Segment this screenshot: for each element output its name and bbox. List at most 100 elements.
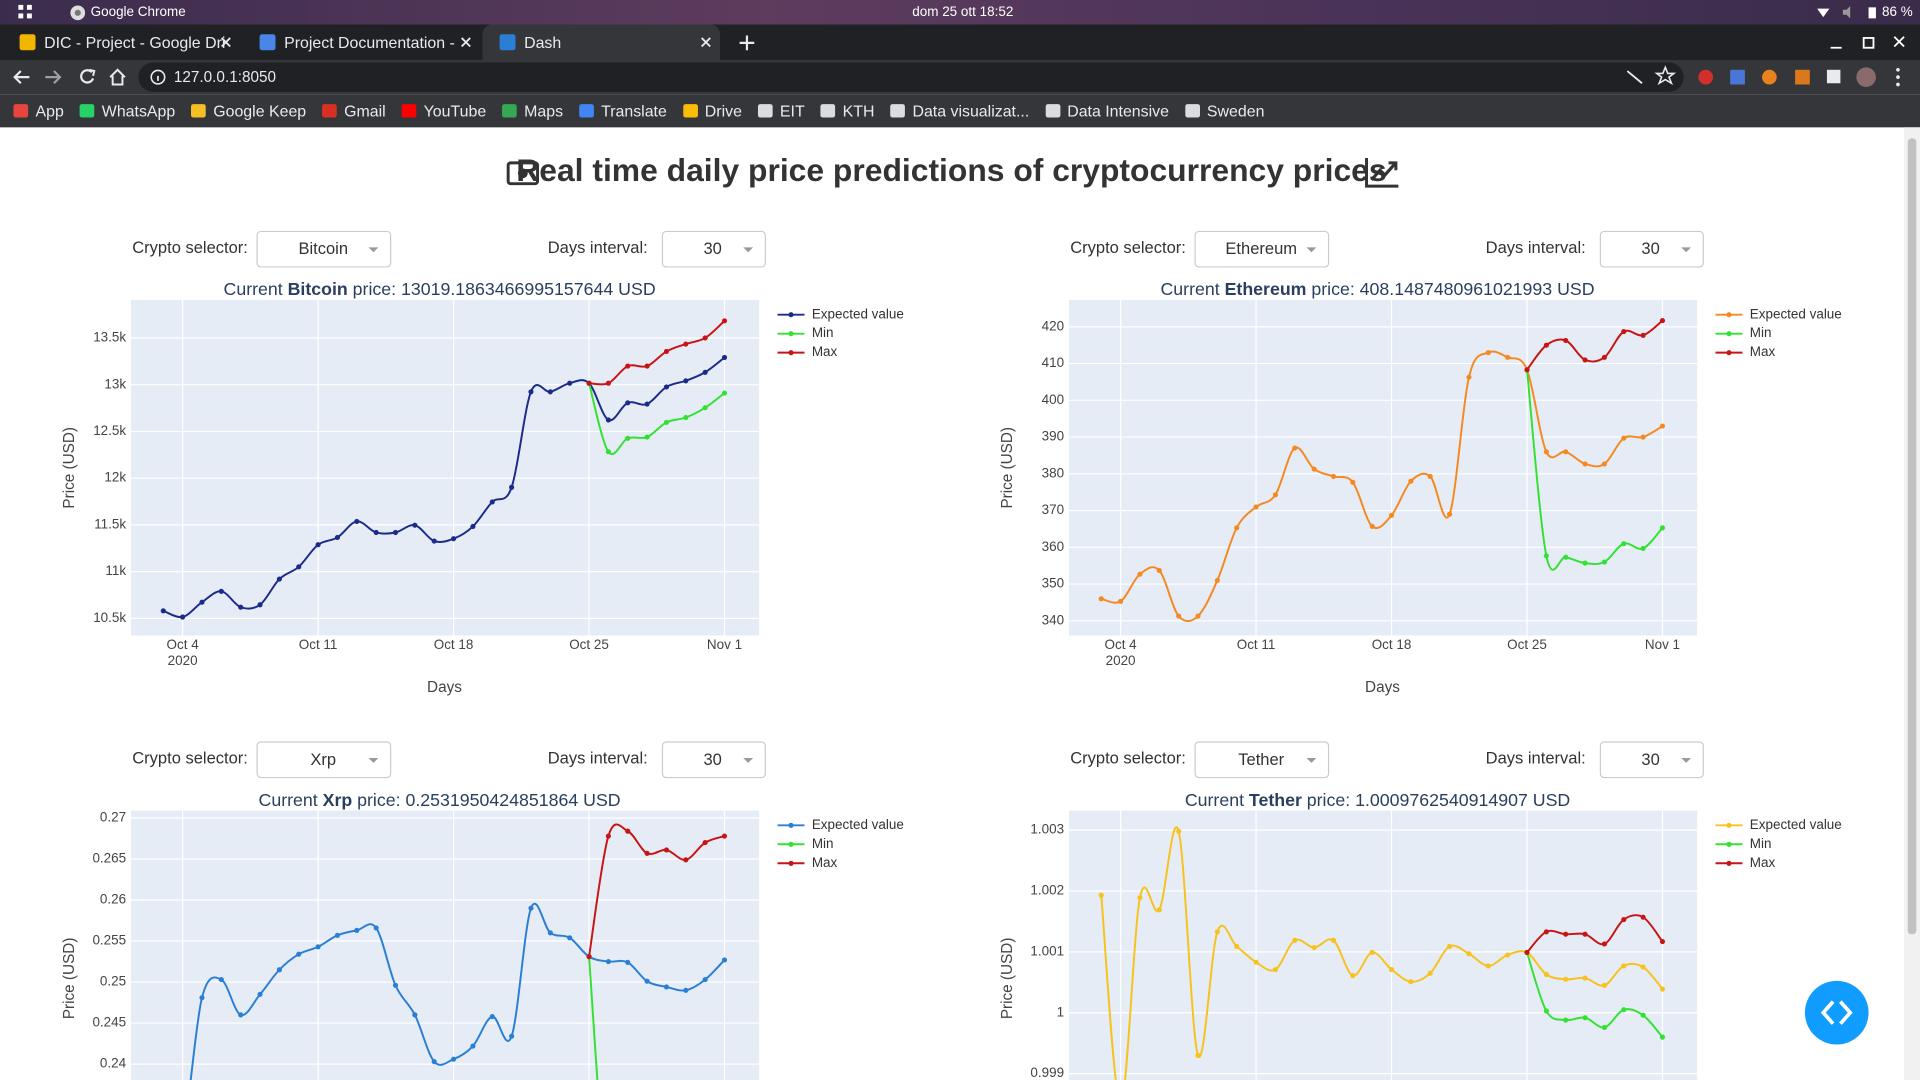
bookmark[interactable]: App [13,102,64,120]
bookmark[interactable]: EIT [757,102,805,120]
series-marker [1659,1034,1666,1040]
url: 127.0.0.1:8050 [173,68,277,86]
scrollbar-thumb[interactable] [1907,138,1917,935]
bookmark-label: YouTube [423,101,487,120]
tab[interactable]: DIC - Project - Google Dri [2,24,240,60]
series-marker [644,401,650,407]
nav-buttons[interactable] [0,60,135,94]
series-marker [354,927,360,933]
bookmark[interactable]: Data visualizat... [890,102,1029,120]
series-marker [489,499,495,505]
tab-close[interactable] [699,36,712,49]
series-marker [1659,938,1666,945]
tab-favicon [19,34,36,51]
series-marker [663,348,670,354]
days-value: 30 [1641,239,1659,258]
days-dropdown[interactable] [661,741,766,779]
bookmark[interactable]: Google Keep [191,102,306,120]
series-marker [1563,1017,1569,1023]
bookmark[interactable]: WhatsApp [79,101,176,120]
os-bar: Google Chrome dom 25 ott 18:52 86 % [0,0,1920,25]
tab-close[interactable] [219,36,232,49]
series-marker [1350,973,1356,979]
window-controls[interactable] [1824,31,1910,55]
series-marker [160,608,166,614]
chrome-icon [70,5,86,21]
debug-button[interactable] [1802,978,1871,1047]
legend-label: Expected value [812,817,904,832]
dashboard: Real time daily price predictions of cry… [61,152,1842,1080]
crypto-dropdown[interactable] [1194,230,1330,268]
days-dropdown[interactable] [661,230,766,268]
series-marker [1543,1008,1549,1014]
bookmark[interactable]: KTH [820,102,874,120]
scrollbar[interactable] [1904,127,1920,1080]
days-dropdown[interactable] [1599,230,1704,268]
series-marker [625,435,631,441]
legend-label: Max [812,344,838,359]
chart-title: Current Ethereum price: 408.14874809610219… [1160,279,1594,299]
bookmark[interactable]: Drive [682,102,742,120]
bookmark-icon [191,104,206,118]
bookmark-icon [13,104,29,118]
menu[interactable] [1892,60,1904,94]
extensions[interactable] [1622,60,1891,94]
series-marker [1311,466,1317,472]
bookmark[interactable]: Translate [579,102,667,120]
dropdown-caret [1681,247,1692,253]
bookmark[interactable]: Sweden [1184,102,1264,120]
tab-favicon [259,34,276,51]
series-marker [586,380,592,386]
x-tick-year: 2020 [168,653,198,668]
days-dropdown[interactable] [1599,741,1704,779]
y-tick-label: 370 [1042,502,1064,517]
bookmark-icon [890,104,906,118]
series-marker [1640,964,1646,970]
bookmark[interactable]: Gmail [322,102,386,120]
series-marker [625,828,631,834]
tab[interactable]: Project Documentation - [242,24,480,60]
page-title: Real time daily price predictions of cry… [516,152,1386,188]
series-marker [276,967,282,973]
dropdown-caret [368,247,379,253]
legend-marker [788,312,794,318]
series-marker [334,534,341,541]
series-marker [1098,596,1104,602]
series-marker [528,389,534,395]
chart-title-rest: price: 1.0009762540914907 USD [1307,790,1571,810]
series-marker [1601,354,1607,360]
series-marker [1543,553,1549,559]
y-tick-label: 1 [1057,1004,1064,1019]
tab-close[interactable] [459,36,472,49]
series-marker [1563,931,1569,937]
crypto-dropdown[interactable] [1194,741,1330,779]
series-marker [721,354,728,361]
series-marker [605,417,611,423]
series-marker [1408,478,1414,484]
bookmark[interactable]: YouTube [401,101,487,120]
crypto-dropdown[interactable] [256,741,392,779]
omnibox[interactable]: 127.0.0.1:8050 [138,62,1684,92]
series-marker [1621,1007,1627,1013]
bookmark[interactable]: Maps [502,102,563,120]
legend-label: Min [1750,836,1772,851]
bookmark-icon [1184,104,1200,118]
new-tab[interactable] [735,31,759,55]
tab[interactable]: Dash [482,24,720,60]
series-marker [605,833,611,839]
series-marker [392,982,399,988]
series-marker [1640,434,1646,440]
dropdown-caret [1681,757,1692,763]
bookmark-label: Maps [524,101,564,120]
y-tick-label: 380 [1042,465,1064,480]
series-marker [721,957,728,963]
series-marker [644,850,650,856]
bookmark[interactable]: Data Intensive [1045,102,1169,120]
crypto-dropdown[interactable] [256,230,392,268]
series-marker [1524,367,1530,373]
chart-title-rest: price: 13019.1863466995157644 USD [353,279,656,299]
bookmark-icon [79,104,95,118]
series-marker [702,977,708,983]
bookmark-label: WhatsApp [101,101,176,120]
